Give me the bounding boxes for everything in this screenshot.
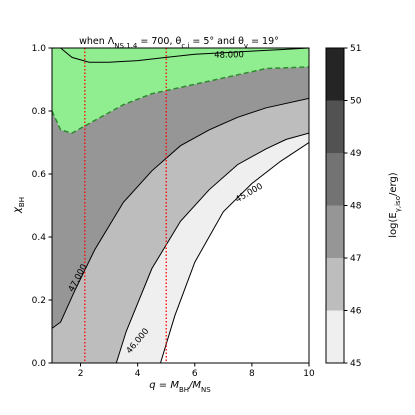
plot-frame: [51, 47, 310, 364]
y-tick-label: 0.0: [32, 359, 47, 369]
colorbar-segment: [326, 153, 344, 206]
colorbar-tick-label: 49: [350, 149, 362, 159]
region-below-45: [160, 142, 309, 363]
x-tick-label: 2: [78, 369, 84, 379]
x-axis-label: q = MBH/MNS: [149, 380, 211, 394]
x-tick-label: 4: [135, 369, 141, 379]
colorbar-segment: [326, 48, 344, 101]
chart-title: when ΛNS,1.4 = 700, θc,j = 5° and θv = 1…: [79, 36, 279, 50]
colorbar-segment: [326, 258, 344, 311]
vertical-lines: [84, 48, 167, 363]
colorbar-tick-label: 47: [350, 254, 361, 264]
colorbar-segment: [326, 310, 344, 363]
colorbar-tick-label: 48: [350, 202, 362, 212]
y-tick-label: 0.4: [32, 233, 47, 243]
colorbar: [326, 48, 344, 363]
colorbar-segment: [326, 205, 344, 258]
y-tick-label: 0.2: [32, 296, 46, 306]
colorbar-tick-label: 51: [350, 44, 361, 54]
x-tick-label: 10: [303, 369, 315, 379]
region-47-48: [52, 66, 309, 329]
contour-line-47: [52, 97, 309, 329]
contour-line-46: [115, 132, 309, 363]
y-axis: 0.0 0.2 0.4 0.6 0.8 1.0: [32, 44, 52, 369]
colorbar-tick-label: 46: [350, 307, 362, 317]
y-tick-label: 1.0: [32, 44, 47, 54]
y-axis-label: χBH: [12, 197, 26, 214]
contour-label-1: 48.000: [214, 50, 244, 61]
colorbar-tick-label: 45: [350, 359, 361, 369]
x-tick-label: 8: [249, 369, 255, 379]
region-green: [52, 48, 309, 134]
contour-line-45: [160, 142, 309, 363]
contour-line-48: [60, 48, 309, 63]
colorbar-tick-label: 50: [350, 97, 362, 107]
x-tick-label: 6: [192, 369, 198, 379]
y-tick-label: 0.8: [32, 107, 47, 117]
x-axis: 2 4 6 8 10: [78, 363, 315, 379]
green-dashed-boundary: [52, 66, 309, 134]
colorbar-label: log(Eγ,iso/erg): [388, 172, 402, 238]
colorbar-ticks: 45 46 47 48 49 50 51: [344, 44, 362, 369]
colorbar-segment: [326, 100, 344, 153]
y-tick-label: 0.6: [32, 170, 47, 180]
